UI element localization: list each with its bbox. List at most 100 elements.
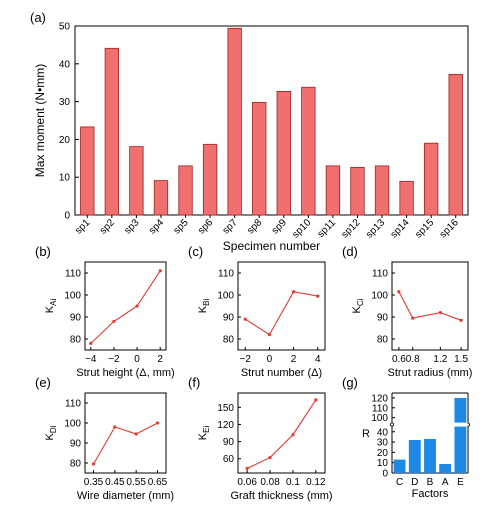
- panel-d-ytick-label: 110: [372, 269, 388, 280]
- panel-f-ylabel: KEi: [197, 426, 211, 441]
- panel-e-point: [113, 425, 117, 429]
- panel-a-bar: [399, 180, 414, 216]
- panel-c-point: [316, 294, 320, 298]
- panel-f-ytick-label: 150: [217, 403, 234, 414]
- panel-c-xtick-label: −2: [240, 354, 252, 365]
- panel-g-bar: [408, 440, 421, 473]
- panel-d-ylabel: KCi: [351, 298, 365, 313]
- panel-e-point: [134, 432, 138, 436]
- panel-e-ylabel: KDi: [44, 425, 58, 440]
- panel-f-point: [314, 398, 318, 402]
- panel-d-frame: [391, 261, 469, 351]
- panel-f-ytick-label: 90: [223, 437, 235, 448]
- panel-g-ylabel: R: [362, 428, 370, 440]
- panel-d-ylabel-sub: Ci: [356, 298, 365, 306]
- panel-a-bar: [350, 166, 365, 216]
- panel-c-ytick-label: 100: [217, 291, 234, 302]
- panel-a-ytick-label: 20: [59, 135, 71, 146]
- panel-d-point: [459, 318, 463, 322]
- panel-b-xtick-label: 0: [134, 354, 140, 365]
- panel-e-point: [91, 462, 96, 466]
- panel-b-series-line: [90, 270, 161, 344]
- panel-c-xtick-label: 0: [267, 354, 273, 365]
- panel-b-frame: [84, 261, 167, 351]
- panel-e-ylabel-main: K: [44, 432, 56, 440]
- panel-a-xtick-label: sp7: [221, 217, 240, 236]
- panel-a-bar: [178, 165, 193, 216]
- panel-c-frame: [237, 261, 326, 351]
- panel-f-point: [291, 433, 295, 437]
- panel-f-xtick-label: 0.06: [237, 477, 257, 488]
- panel-a-xtick-label: sp2: [98, 217, 117, 236]
- panel-e-label: (e): [35, 375, 51, 390]
- panel-d-xtick-label: 1.2: [433, 354, 447, 365]
- panel-c-xlabel: Strut number (Δ): [241, 367, 322, 379]
- panel-a-xtick-label: sp15: [413, 217, 436, 240]
- panel-f-point: [245, 466, 249, 471]
- panel-a-bar: [424, 142, 439, 216]
- panel-f-series-line: [246, 399, 317, 469]
- panel-a-bar: [227, 27, 242, 216]
- panel-a-bar: [252, 101, 267, 216]
- panel-e-ytick-label: 110: [65, 399, 81, 410]
- panel-c-point: [243, 317, 247, 321]
- panel-c-series-line: [244, 291, 318, 336]
- panel-e-xtick-label: 0.35: [84, 477, 104, 488]
- panel-f-ytick-label: 60: [223, 454, 235, 465]
- panel-d-series-line: [398, 291, 462, 321]
- panel-b-ytick-label: 110: [65, 269, 81, 280]
- panel-a-ytick-label: 10: [59, 173, 71, 184]
- panel-g-xtick-label: D: [411, 477, 418, 488]
- panel-g-bar: [454, 397, 467, 473]
- panel-a-bar: [374, 165, 390, 216]
- panel-a-xtick-label: sp16: [438, 217, 461, 240]
- panel-a-label: (a): [30, 10, 46, 25]
- panel-d-ylabel-main: K: [351, 305, 363, 313]
- panel-f-label: (f): [188, 375, 200, 390]
- panel-a-xtick-label: sp8: [245, 217, 264, 236]
- panel-d-label: (d): [342, 244, 358, 259]
- panel-g-ytick-label: 0: [382, 469, 388, 480]
- panel-e-series-line: [93, 422, 158, 465]
- panel-c-xtick-label: 4: [315, 354, 321, 365]
- panel-a-xtick-label: sp12: [339, 217, 362, 240]
- panel-a-bar: [80, 126, 95, 216]
- panel-d-xtick-label: 1.5: [454, 354, 468, 365]
- panel-e-ytick-label: 80: [70, 459, 82, 470]
- panel-g-xtick-label: B: [427, 477, 434, 488]
- panel-b-ylabel-main: K: [44, 305, 56, 313]
- panel-e-ytick-label: 100: [64, 419, 81, 430]
- panel-a-xtick-label: sp4: [147, 217, 166, 236]
- panel-a-bar: [301, 86, 316, 216]
- panel-c-ylabel: KBi: [197, 299, 211, 314]
- panel-d-ytick-label: 80: [377, 335, 389, 346]
- panel-g-xtick-label: C: [396, 477, 403, 488]
- panel-a-xtick-label: sp13: [364, 217, 387, 240]
- panel-a-bar: [153, 180, 169, 216]
- panel-b-label: (b): [35, 244, 51, 259]
- panel-e-xtick-label: 0.55: [126, 477, 146, 488]
- panel-b-xtick-label: 2: [157, 354, 163, 365]
- panel-a-bar: [202, 143, 218, 216]
- panel-e-frame: [84, 392, 167, 474]
- panel-g-xlabel: Factors: [412, 488, 449, 500]
- panel-g-ytick-label: 20: [377, 448, 389, 459]
- panel-g-xtick-label: A: [442, 477, 449, 488]
- panel-a-xtick-label: sp1: [73, 217, 92, 236]
- panel-e-ylabel-sub: Di: [49, 425, 58, 433]
- panel-f-ylabel-main: K: [197, 432, 209, 440]
- panel-a-ytick-label: 50: [59, 22, 71, 33]
- panel-b-xlabel: Strut height (Δ, mm): [76, 367, 174, 379]
- panel-d-point: [397, 290, 401, 294]
- panel-b-ytick-label: 80: [70, 335, 82, 346]
- panel-a-xtick-label: sp11: [315, 217, 338, 240]
- panel-g-label: (g): [342, 375, 358, 390]
- panel-g-ytick-label: 40: [377, 427, 389, 438]
- panel-b-point: [89, 341, 93, 345]
- panel-a-xlabel: Specimen number: [223, 239, 320, 253]
- panel-a-bar: [276, 90, 291, 216]
- panel-c-ytick-label: 110: [218, 269, 234, 280]
- panel-a-ytick-label: 40: [59, 59, 71, 70]
- panel-f-point: [268, 455, 272, 460]
- panel-f-ylabel-sub: Ei: [202, 426, 211, 433]
